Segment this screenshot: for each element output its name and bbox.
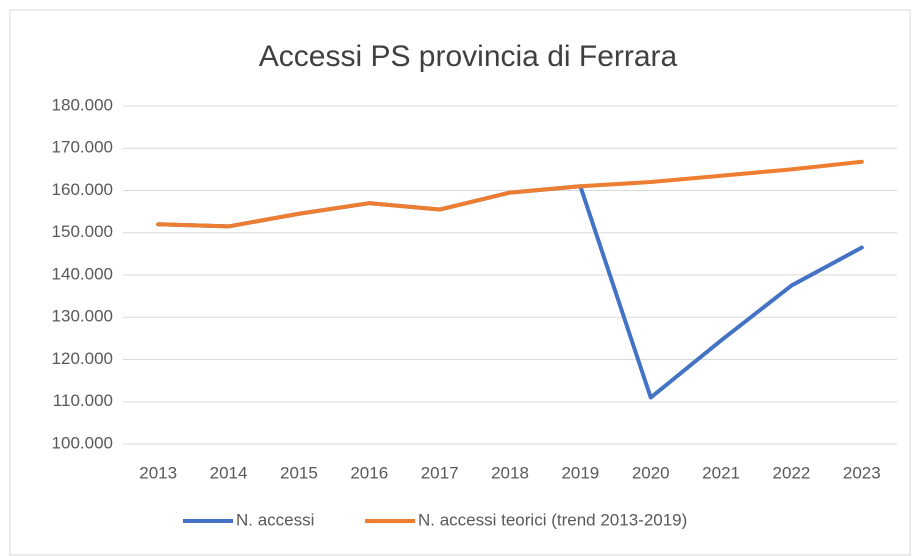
y-tick-label: 160.000 xyxy=(52,180,113,199)
x-tick-label: 2018 xyxy=(491,463,529,482)
x-tick-label: 2021 xyxy=(702,463,740,482)
y-tick-label: 180.000 xyxy=(52,95,113,114)
x-tick-label: 2020 xyxy=(632,463,670,482)
x-tick-label: 2014 xyxy=(210,463,248,482)
chart-title: Accessi PS provincia di Ferrara xyxy=(259,40,678,73)
x-tick-label: 2022 xyxy=(773,463,811,482)
y-tick-label: 100.000 xyxy=(52,433,113,452)
x-tick-label: 2019 xyxy=(561,463,599,482)
y-tick-label: 150.000 xyxy=(52,222,113,241)
legend-label: N. accessi xyxy=(236,510,314,529)
x-tick-label: 2015 xyxy=(280,463,318,482)
x-tick-label: 2013 xyxy=(139,463,177,482)
y-tick-label: 110.000 xyxy=(53,391,113,410)
legend-label: N. accessi teorici (trend 2013-2019) xyxy=(418,510,687,529)
line-series xyxy=(156,159,864,229)
y-tick-label: 120.000 xyxy=(52,349,113,368)
y-tick-label: 130.000 xyxy=(52,307,113,326)
x-tick-label: 2023 xyxy=(843,463,881,482)
y-tick-label: 170.000 xyxy=(52,138,113,157)
x-tick-label: 2017 xyxy=(421,463,459,482)
y-tick-label: 140.000 xyxy=(52,264,113,283)
x-tick-label: 2016 xyxy=(350,463,388,482)
chart-frame xyxy=(9,9,911,556)
